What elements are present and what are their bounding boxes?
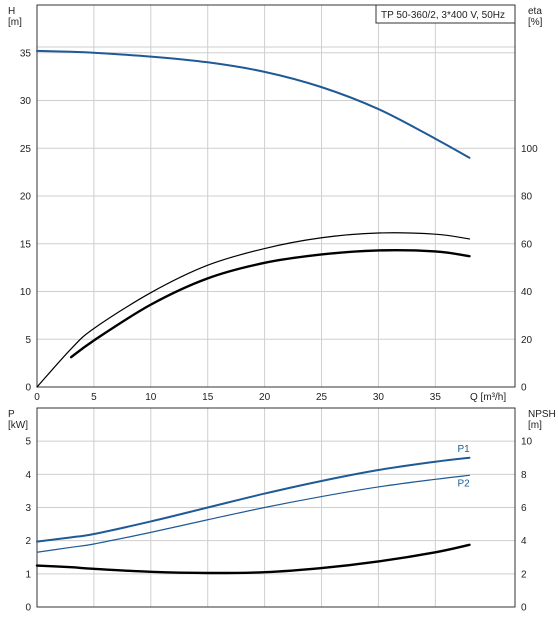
panel2-series-label-2: P2 xyxy=(457,478,470,489)
panel1-y-tick-label: 20 xyxy=(20,192,32,203)
panel1-plot-frame xyxy=(36,4,516,388)
panel2-y2-tick-label: 10 xyxy=(521,437,533,448)
panel2-y-tick-label: 2 xyxy=(25,536,31,547)
panel1-y-axis-unit: [m] xyxy=(8,17,22,28)
panel1-y2-tick-label: 60 xyxy=(521,239,533,250)
panel2-plot-frame xyxy=(36,407,516,608)
panel1-series-line-2 xyxy=(36,232,471,388)
panel2-series-line-3 xyxy=(35,543,471,575)
panel1-y-tick-label: 35 xyxy=(20,48,32,59)
panel2-y-tick-label: 3 xyxy=(25,503,31,514)
panel2-y-tick-label: 5 xyxy=(25,437,31,448)
panel1-y2-tick-label: 20 xyxy=(521,335,533,346)
panel1-x-tick-label: 10 xyxy=(145,392,157,403)
panel1-y-tick-label: 15 xyxy=(20,239,32,250)
panel1-series-line-3 xyxy=(69,249,471,359)
panel1-y2-axis-unit: [%] xyxy=(528,17,543,28)
panel2-y-axis-unit: [kW] xyxy=(8,420,28,431)
panel1-y2-tick-label: 80 xyxy=(521,192,533,203)
panel2-y-tick-label: 0 xyxy=(25,603,31,614)
panel2-y-axis-label: P xyxy=(8,409,15,420)
panel1-y-tick-label: 25 xyxy=(20,144,32,155)
panel1-x-axis-label: Q [m³/h] xyxy=(470,392,506,403)
panel2-y2-tick-label: 4 xyxy=(521,536,527,547)
panel1-y-tick-label: 5 xyxy=(25,335,31,346)
panel1-x-tick-label: 5 xyxy=(91,392,97,403)
panel1-y2-tick-label: 0 xyxy=(521,383,527,394)
chart-title: TP 50-360/2, 3*400 V, 50Hz xyxy=(381,10,505,21)
panel1-y2-tick-label: 100 xyxy=(521,144,538,155)
panel2-y2-tick-label: 0 xyxy=(521,603,527,614)
panel1-x-tick-label: 35 xyxy=(430,392,442,403)
panel1-y2-tick-label: 40 xyxy=(521,287,533,298)
chart-title-box xyxy=(375,4,516,24)
panel2-y-tick-label: 1 xyxy=(25,569,31,580)
panel2-y-tick-label: 4 xyxy=(25,470,31,481)
panel1-x-tick-label: 30 xyxy=(373,392,385,403)
panel1-y-tick-label: 0 xyxy=(25,383,31,394)
panel1-x-tick-label: 15 xyxy=(202,392,214,403)
panel1-y-tick-label: 30 xyxy=(20,96,32,107)
panel1-y-axis-label: H xyxy=(8,6,15,17)
panel2-series-line-1 xyxy=(36,456,471,543)
panel1-x-tick-label: 25 xyxy=(316,392,328,403)
panel2-y2-tick-label: 2 xyxy=(521,569,527,580)
panel2-series-label-1: P1 xyxy=(457,444,470,455)
panel2-y2-axis-unit: [m] xyxy=(528,420,542,431)
panel2-y2-tick-label: 6 xyxy=(521,503,527,514)
panel2-y2-tick-label: 8 xyxy=(521,470,527,481)
panel1-x-tick-label: 20 xyxy=(259,392,271,403)
panel2-y2-axis-label: NPSH xyxy=(528,409,556,420)
panel1-y-tick-label: 10 xyxy=(20,287,32,298)
panel1-y2-axis-label: eta xyxy=(528,6,542,17)
panel2-series-line-2 xyxy=(36,474,471,553)
panel1-x-tick-label: 0 xyxy=(34,392,40,403)
panel1-series-line-1 xyxy=(36,49,471,159)
